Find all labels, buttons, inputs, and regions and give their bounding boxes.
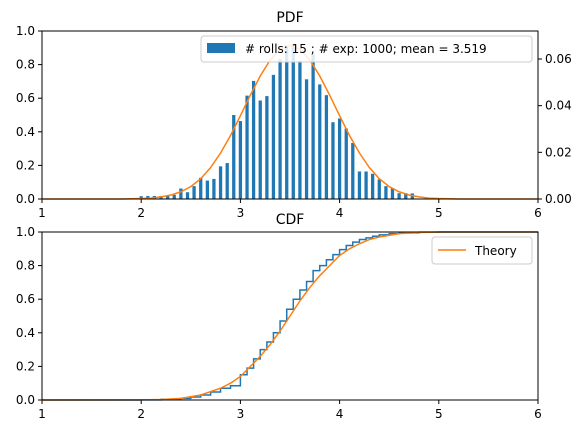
pdf-bar bbox=[192, 186, 196, 199]
pdf-bar bbox=[384, 186, 388, 199]
pdf-bar bbox=[304, 79, 309, 199]
cdf-subplot: CDF 0.0 0.2 0.4 0.6 0.8 1.0 1 2 3 4 5 6 Theory bbox=[16, 212, 542, 421]
cdf-x-axis: 1 2 3 4 5 6 bbox=[38, 400, 542, 421]
pdf-bar bbox=[351, 143, 355, 199]
pdf-bar bbox=[225, 163, 229, 199]
pdf-bar bbox=[278, 59, 282, 199]
cdf-y-tick-label: 0.2 bbox=[16, 359, 35, 373]
pdf-bar bbox=[404, 193, 408, 199]
pdf-bar bbox=[258, 100, 262, 199]
cdf-legend-label: Theory bbox=[474, 244, 517, 258]
pdf-bar bbox=[199, 177, 203, 199]
cdf-x-tick-label: 4 bbox=[336, 407, 344, 421]
pdf-theory-curve bbox=[42, 44, 538, 200]
pdf-legend-label: # rolls: 15 ; # exp: 1000; mean = 3.519 bbox=[245, 42, 487, 56]
pdf-x-tick-label: 2 bbox=[137, 206, 145, 220]
pdf-bar bbox=[390, 188, 395, 199]
cdf-x-tick-label: 3 bbox=[237, 407, 245, 421]
pdf-left-y-tick-label: 1.0 bbox=[16, 24, 35, 38]
cdf-axes-frame bbox=[41, 231, 539, 401]
pdf-bar bbox=[370, 173, 375, 199]
cdf-legend-box bbox=[431, 236, 533, 265]
pdf-bar bbox=[251, 80, 256, 199]
cdf-y-tick-label: 0.4 bbox=[16, 326, 35, 340]
pdf-bars bbox=[139, 44, 414, 200]
pdf-right-y-tick-label: 0.00 bbox=[545, 192, 572, 206]
pdf-bar bbox=[357, 171, 362, 199]
pdf-bar bbox=[265, 96, 269, 199]
pdf-legend-box bbox=[200, 35, 533, 63]
pdf-bar bbox=[212, 178, 216, 199]
cdf-y-axis: 0.0 0.2 0.4 0.6 0.8 1.0 bbox=[16, 225, 42, 407]
pdf-legend: # rolls: 15 ; # exp: 1000; mean = 3.519 bbox=[200, 35, 533, 63]
pdf-bar bbox=[291, 44, 295, 199]
pdf-left-y-tick-label: 0.0 bbox=[16, 192, 35, 206]
cdf-x-tick-label: 1 bbox=[38, 407, 46, 421]
pdf-x-tick-label: 1 bbox=[38, 206, 46, 220]
pdf-bar bbox=[318, 84, 322, 199]
cdf-title: CDF bbox=[276, 212, 305, 228]
cdf-theory-curve bbox=[41, 231, 538, 401]
pdf-bar bbox=[298, 60, 302, 200]
pdf-x-tick-label: 3 bbox=[237, 206, 245, 220]
pdf-left-y-tick-label: 0.2 bbox=[16, 158, 35, 172]
pdf-x-tick-label: 4 bbox=[336, 206, 344, 220]
pdf-bar bbox=[311, 53, 315, 200]
pdf-bar bbox=[139, 196, 143, 199]
cdf-y-tick-label: 0.8 bbox=[16, 259, 35, 273]
pdf-bar bbox=[364, 171, 368, 199]
pdf-bar bbox=[397, 193, 401, 199]
pdf-x-tick-label: 5 bbox=[435, 206, 443, 220]
cdf-x-tick-label: 2 bbox=[137, 407, 145, 421]
pdf-right-y-tick-label: 0.02 bbox=[545, 145, 572, 159]
cdf-x-tick-label: 6 bbox=[534, 407, 542, 421]
pdf-bar bbox=[232, 115, 236, 199]
pdf-bar bbox=[185, 192, 190, 199]
pdf-right-y-tick-label: 0.06 bbox=[545, 52, 572, 66]
pdf-left-axis: 0.0 0.2 0.4 0.6 0.8 1.0 bbox=[16, 24, 42, 206]
pdf-axes-frame bbox=[41, 30, 539, 200]
pdf-left-y-tick-label: 0.8 bbox=[16, 58, 35, 72]
cdf-x-tick-label: 5 bbox=[435, 407, 443, 421]
pdf-bar bbox=[179, 188, 183, 199]
pdf-bar bbox=[344, 128, 348, 199]
pdf-bar bbox=[271, 74, 276, 199]
pdf-bar bbox=[166, 195, 170, 199]
pdf-right-y-tick-label: 0.04 bbox=[545, 99, 572, 113]
pdf-subplot: PDF 0.00.20.40.60.81.0 0.000.020.040.06 … bbox=[16, 10, 572, 220]
pdf-bar bbox=[337, 118, 342, 199]
cdf-legend: Theory bbox=[431, 236, 533, 265]
pdf-bar bbox=[324, 95, 329, 199]
pdf-bar bbox=[238, 121, 243, 199]
pdf-bar bbox=[218, 166, 223, 199]
pdf-bar bbox=[205, 180, 210, 199]
pdf-bar bbox=[331, 122, 335, 199]
pdf-bar bbox=[285, 45, 289, 199]
cdf-y-tick-label: 0.0 bbox=[16, 393, 35, 407]
pdf-legend-swatch bbox=[207, 43, 235, 53]
cdf-y-tick-label: 1.0 bbox=[16, 225, 35, 239]
cdf-y-tick-label: 0.6 bbox=[16, 292, 35, 306]
pdf-title: PDF bbox=[276, 10, 303, 26]
pdf-bar bbox=[172, 194, 176, 199]
pdf-bar bbox=[245, 95, 249, 199]
pdf-x-tick-label: 6 bbox=[534, 206, 542, 220]
pdf-left-y-tick-label: 0.6 bbox=[16, 91, 35, 105]
cdf-empirical-step bbox=[42, 231, 538, 401]
pdf-left-y-tick-label: 0.4 bbox=[16, 125, 35, 139]
pdf-right-axis: 0.00 0.02 0.04 0.06 bbox=[538, 52, 572, 206]
pdf-bar bbox=[377, 179, 381, 199]
